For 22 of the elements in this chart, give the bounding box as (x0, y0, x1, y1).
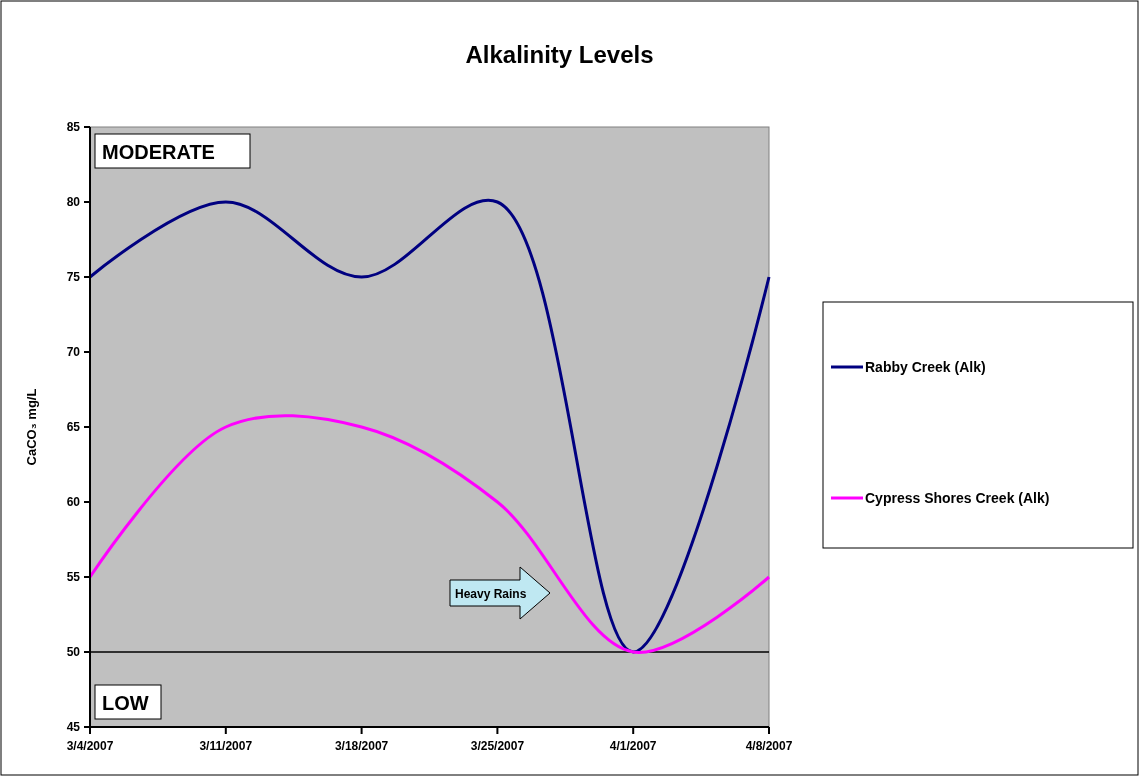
legend-label: Rabby Creek (Alk) (865, 359, 986, 375)
y-tick-label: 80 (66, 195, 81, 209)
annotation: Heavy Rains (455, 587, 527, 601)
x-tick-label: 3/11/2007 (199, 739, 253, 753)
y-tick-label: 45 (66, 720, 81, 734)
y-axis-title: CaCO₃ mg/L (24, 388, 39, 466)
y-tick-label: 85 (66, 120, 81, 134)
annotation: LOW (102, 692, 149, 714)
y-tick-label: 50 (66, 645, 81, 659)
x-tick-label: 3/18/2007 (334, 739, 389, 753)
x-tick-label: 3/4/2007 (66, 739, 114, 753)
y-tick-label: 65 (66, 420, 81, 434)
x-tick-label: 4/1/2007 (609, 739, 657, 753)
annotation: MODERATE (102, 141, 215, 163)
chart-title: Alkalinity Levels (465, 41, 654, 68)
legend-label: Cypress Shores Creek (Alk) (865, 490, 1050, 506)
x-tick-label: 4/8/2007 (745, 739, 793, 753)
x-tick-label: 3/25/2007 (470, 739, 525, 753)
y-tick-label: 55 (66, 570, 81, 584)
y-tick-label: 60 (66, 495, 81, 509)
y-tick-label: 70 (66, 345, 81, 359)
y-tick-label: 75 (66, 270, 81, 284)
